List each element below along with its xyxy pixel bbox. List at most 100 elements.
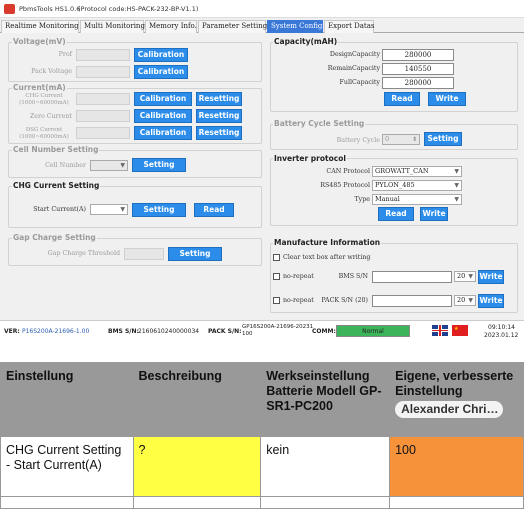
capacity-write-button[interactable]: Write — [428, 92, 466, 106]
pack-sn-count-select[interactable]: 20 ▼ — [454, 295, 476, 306]
battery-cycle-label: Battery Cycle — [336, 137, 380, 144]
pack-sn-status-label: PACK S/N: — [208, 328, 242, 335]
cell-number-select[interactable]: ▼ — [90, 160, 128, 171]
chg-current-label-line1: CHG Current — [25, 93, 63, 99]
version-label-text: VER: — [4, 328, 20, 335]
tab-export-datas[interactable]: Export Datas — [324, 20, 375, 33]
user-mention-badge[interactable]: Alexander Chri… — [395, 401, 504, 418]
tab-memory-info[interactable]: Memory Info. — [145, 20, 197, 33]
gap-charge-title: Gap Charge Setting — [12, 233, 97, 242]
capacity-group — [270, 42, 518, 112]
chevron-down-icon: ▼ — [468, 273, 473, 280]
zero-resetting-button[interactable]: Resetting — [196, 109, 242, 123]
bms-sn-status-value: 2160610240000034 — [138, 328, 200, 335]
chg-resetting-button[interactable]: Resetting — [196, 92, 242, 106]
title-bar: PbmsTools HS1.0.6 (Protocol code:HS-PACK… — [0, 0, 524, 18]
bms-sn-count-select[interactable]: 20 ▼ — [454, 271, 476, 282]
full-capacity-input[interactable]: 280000 — [382, 77, 454, 89]
cell-setting: CHG Current Setting - Start Current(A) — [0, 436, 134, 497]
chg-current-input[interactable] — [76, 93, 130, 105]
tab-multi-monitoring[interactable]: Multi Monitoring — [80, 20, 145, 33]
remain-capacity-input[interactable]: 140550 — [382, 63, 454, 75]
pack-sn-input[interactable] — [372, 295, 452, 307]
spinner-icon: ⇕ — [411, 136, 417, 143]
header-eigene-einstellung-text: Eigene, verbesserte Einstellung — [395, 369, 514, 398]
header-eigene-einstellung: Eigene, verbesserte Einstellung Alexander… — [389, 362, 524, 437]
cell-number-label: Cell Number — [45, 162, 86, 169]
battery-cycle-input[interactable]: 0 ⇕ — [382, 134, 420, 145]
cell-empty — [389, 496, 524, 509]
header-einstellung: Einstellung — [0, 362, 134, 437]
design-capacity-label: DesignCapacity — [329, 51, 380, 58]
dsg-calibration-button[interactable]: Calibration — [134, 126, 192, 140]
tab-system-config[interactable]: System Config. — [267, 20, 325, 33]
cell-number-setting-button[interactable]: Setting — [132, 158, 186, 172]
cn-flag-icon[interactable]: ★ — [452, 325, 468, 336]
prof-label: Prof — [58, 51, 72, 58]
dsg-current-label-line1: DSG Current — [25, 127, 63, 133]
rs485-protocol-select[interactable]: PYLON_485 ▼ — [372, 180, 462, 191]
type-label: Type — [354, 196, 370, 203]
chg-current-setting-group — [8, 186, 262, 228]
dsg-resetting-button[interactable]: Resetting — [196, 126, 242, 140]
manufacture-group — [270, 243, 518, 313]
prof-calibration-button[interactable]: Calibration — [134, 48, 188, 62]
pack-sn-count-value: 20 — [457, 296, 466, 304]
start-current-select[interactable]: ▼ — [90, 204, 128, 215]
zero-current-label: Zero Current — [29, 113, 72, 120]
battery-cycle-title: Battery Cycle Setting — [273, 119, 366, 128]
type-select[interactable]: Manual ▼ — [372, 194, 462, 205]
comm-status-bar: Normal — [336, 325, 410, 337]
bms-no-repeat-checkbox[interactable] — [273, 273, 280, 280]
comm-label-text: COMM: — [312, 328, 336, 335]
bms-sn-label: BMS S/N — [338, 273, 368, 280]
clear-textbox-checkbox[interactable] — [273, 254, 280, 261]
zero-current-input[interactable] — [76, 110, 130, 122]
pack-sn-write-button[interactable]: Write — [478, 294, 504, 308]
can-protocol-select[interactable]: GROWATT_CAN ▼ — [372, 166, 462, 177]
cell-empty — [0, 496, 134, 509]
current-title: Current(mA) — [12, 83, 67, 92]
type-value: Manual — [375, 195, 400, 203]
pack-sn-label: PACK S/N (20) — [321, 297, 368, 304]
start-current-setting-button[interactable]: Setting — [132, 203, 186, 217]
start-current-read-button[interactable]: Read — [194, 203, 234, 217]
bms-sn-input[interactable] — [372, 271, 452, 283]
tab-parameter-setting[interactable]: Parameter Setting — [198, 20, 267, 33]
bms-no-repeat-label: no-repeat — [283, 273, 314, 280]
pack-sn-status-label-text: PACK S/N: — [208, 328, 242, 335]
cell-description: ? — [132, 436, 262, 497]
pack-no-repeat-checkbox[interactable] — [273, 297, 280, 304]
chg-calibration-button[interactable]: Calibration — [134, 92, 192, 106]
inverter-protocol-group — [270, 158, 518, 226]
bms-sn-count-value: 20 — [457, 272, 466, 280]
uk-flag-icon[interactable] — [432, 325, 448, 336]
tab-realtime-monitoring[interactable]: Realtime Monitoring — [1, 20, 79, 33]
gap-charge-label: Gap Charge Threshold — [47, 250, 120, 257]
pack-sn-status-value-2: 100 — [242, 331, 253, 337]
inverter-write-button[interactable]: Write — [420, 207, 448, 221]
capacity-title: Capacity(mAH) — [273, 37, 339, 46]
gap-charge-setting-button[interactable]: Setting — [168, 247, 222, 261]
gap-charge-group — [8, 238, 262, 266]
design-capacity-input[interactable]: 280000 — [382, 49, 454, 61]
battery-cycle-setting-button[interactable]: Setting — [424, 132, 462, 146]
pack-voltage-input[interactable] — [76, 66, 130, 78]
rs485-protocol-value: PYLON_485 — [375, 181, 415, 189]
dsg-current-input[interactable] — [76, 127, 130, 139]
full-capacity-label: FullCapacity — [339, 79, 380, 86]
capacity-read-button[interactable]: Read — [384, 92, 420, 106]
pack-calibration-button[interactable]: Calibration — [134, 65, 188, 79]
zero-calibration-button[interactable]: Calibration — [134, 109, 192, 123]
voltage-group — [8, 42, 262, 82]
cell-empty — [132, 496, 262, 509]
can-protocol-value: GROWATT_CAN — [375, 167, 429, 175]
version-label: VER: — [4, 328, 20, 335]
clear-textbox-label: Clear text box after writing — [283, 254, 371, 261]
bms-sn-write-button[interactable]: Write — [478, 270, 504, 284]
prof-input[interactable] — [76, 49, 130, 61]
battery-cycle-value: 0 — [385, 135, 390, 143]
gap-charge-input[interactable] — [124, 248, 164, 260]
comm-status-fill — [337, 326, 409, 336]
inverter-read-button[interactable]: Read — [378, 207, 414, 221]
